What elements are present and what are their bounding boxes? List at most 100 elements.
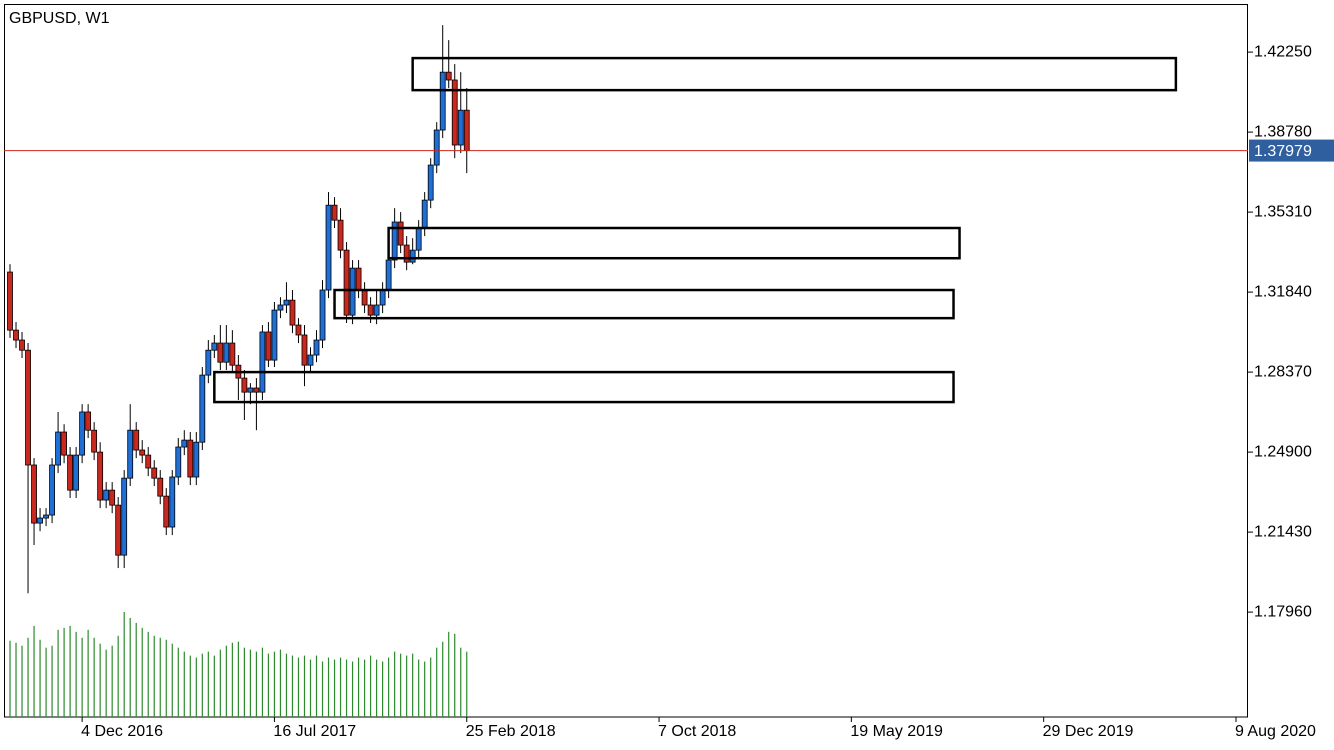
- candle-body: [373, 304, 380, 316]
- x-tick-label: 9 Aug 2020: [1235, 723, 1316, 740]
- candle-body: [427, 164, 434, 201]
- x-tick-label: 29 Dec 2019: [1043, 723, 1134, 740]
- candle-body: [241, 377, 248, 393]
- x-tick-label: 25 Feb 2018: [466, 723, 556, 740]
- x-tick-label: 16 Jul 2017: [273, 723, 356, 740]
- zone-box: [411, 56, 1178, 92]
- candle-body: [463, 109, 470, 151]
- candle-body: [355, 267, 362, 291]
- candle-body: [265, 331, 272, 361]
- candle-body: [277, 304, 284, 311]
- candle-body: [349, 267, 356, 316]
- candle-body: [133, 429, 140, 451]
- candle-body: [97, 451, 104, 501]
- candle-body: [175, 446, 182, 478]
- y-tick-label: 1.24900: [1254, 443, 1312, 460]
- candle-body: [109, 489, 116, 506]
- candle-body: [79, 411, 86, 456]
- y-tick-label: 1.35310: [1254, 203, 1312, 220]
- candle-body: [25, 349, 31, 466]
- candle-body: [283, 299, 290, 306]
- candle-body: [217, 342, 224, 363]
- candle-body: [103, 489, 110, 501]
- candle-body: [289, 299, 296, 326]
- x-tick-label: 19 May 2019: [850, 723, 943, 740]
- candle-body: [73, 454, 80, 491]
- candle-body: [457, 109, 464, 146]
- candle-body: [361, 289, 368, 306]
- candle-body: [409, 249, 416, 263]
- candle-body: [163, 495, 170, 528]
- y-tick-label: 1.21430: [1254, 523, 1312, 540]
- candle-body: [169, 476, 176, 528]
- y-tick-label: 1.31840: [1254, 283, 1312, 300]
- candle-body: [49, 464, 55, 516]
- candle-body: [67, 454, 74, 491]
- candle-body: [139, 449, 146, 456]
- candle-body: [7, 271, 13, 331]
- candle-body: [451, 79, 458, 146]
- candle-body: [151, 467, 158, 479]
- candle-body: [379, 289, 386, 306]
- candle-body: [145, 454, 152, 469]
- candle-body: [385, 259, 392, 291]
- candle-body: [319, 289, 326, 341]
- candle-body: [337, 219, 344, 251]
- candle-body: [421, 199, 428, 229]
- zone-box: [333, 288, 955, 320]
- y-tick-label: 1.28370: [1254, 363, 1312, 380]
- candle-body: [247, 387, 254, 393]
- candle-body: [343, 249, 350, 316]
- candle-body: [301, 334, 308, 366]
- candle-body: [307, 354, 314, 366]
- candle-body: [31, 464, 37, 524]
- candle-body: [193, 441, 200, 478]
- current-price-label: 1.37979: [1254, 143, 1312, 160]
- candle-body: [415, 227, 422, 251]
- candle-body: [13, 329, 19, 341]
- x-tick-label: 7 Oct 2018: [658, 723, 736, 740]
- candle-body: [313, 339, 320, 356]
- y-tick-label: 1.17960: [1254, 603, 1312, 620]
- candle-body: [61, 431, 67, 456]
- candle-body: [127, 429, 134, 479]
- candle-body: [55, 431, 61, 466]
- candle-body: [199, 374, 206, 443]
- candle-body: [391, 221, 398, 261]
- zone-box: [213, 370, 955, 404]
- x-tick-label: 4 Dec 2016: [81, 723, 163, 740]
- candle-body: [403, 244, 410, 263]
- candle-body: [115, 504, 122, 556]
- candle-body: [187, 439, 194, 478]
- chart-title: GBPUSD, W1: [9, 10, 110, 27]
- candle-body: [259, 331, 266, 393]
- candle-body: [121, 477, 128, 556]
- candle-body: [295, 324, 302, 336]
- candle-body: [229, 342, 236, 366]
- candle-body: [223, 342, 230, 363]
- candle-body: [37, 517, 43, 524]
- y-tick-label: 1.38780: [1254, 123, 1312, 140]
- candle-body: [85, 411, 92, 431]
- candle-body: [331, 204, 338, 221]
- candle-body: [211, 342, 218, 351]
- candle-body: [43, 514, 49, 519]
- y-tick-label: 1.42250: [1254, 43, 1312, 60]
- candle-body: [271, 309, 278, 361]
- zone-box: [387, 226, 961, 260]
- candle-body: [367, 304, 374, 316]
- candle-body: [445, 71, 452, 81]
- current-price-box: [1249, 139, 1334, 162]
- candle-body: [253, 387, 260, 393]
- candle-body: [397, 221, 404, 246]
- plot-frame: [4, 4, 1248, 718]
- candle-body: [157, 477, 164, 497]
- candle-body: [181, 439, 188, 448]
- candle-body: [91, 429, 98, 453]
- candle-body: [439, 71, 446, 131]
- candle-body: [19, 339, 25, 351]
- candle-body: [433, 129, 440, 166]
- candle-body: [205, 349, 212, 376]
